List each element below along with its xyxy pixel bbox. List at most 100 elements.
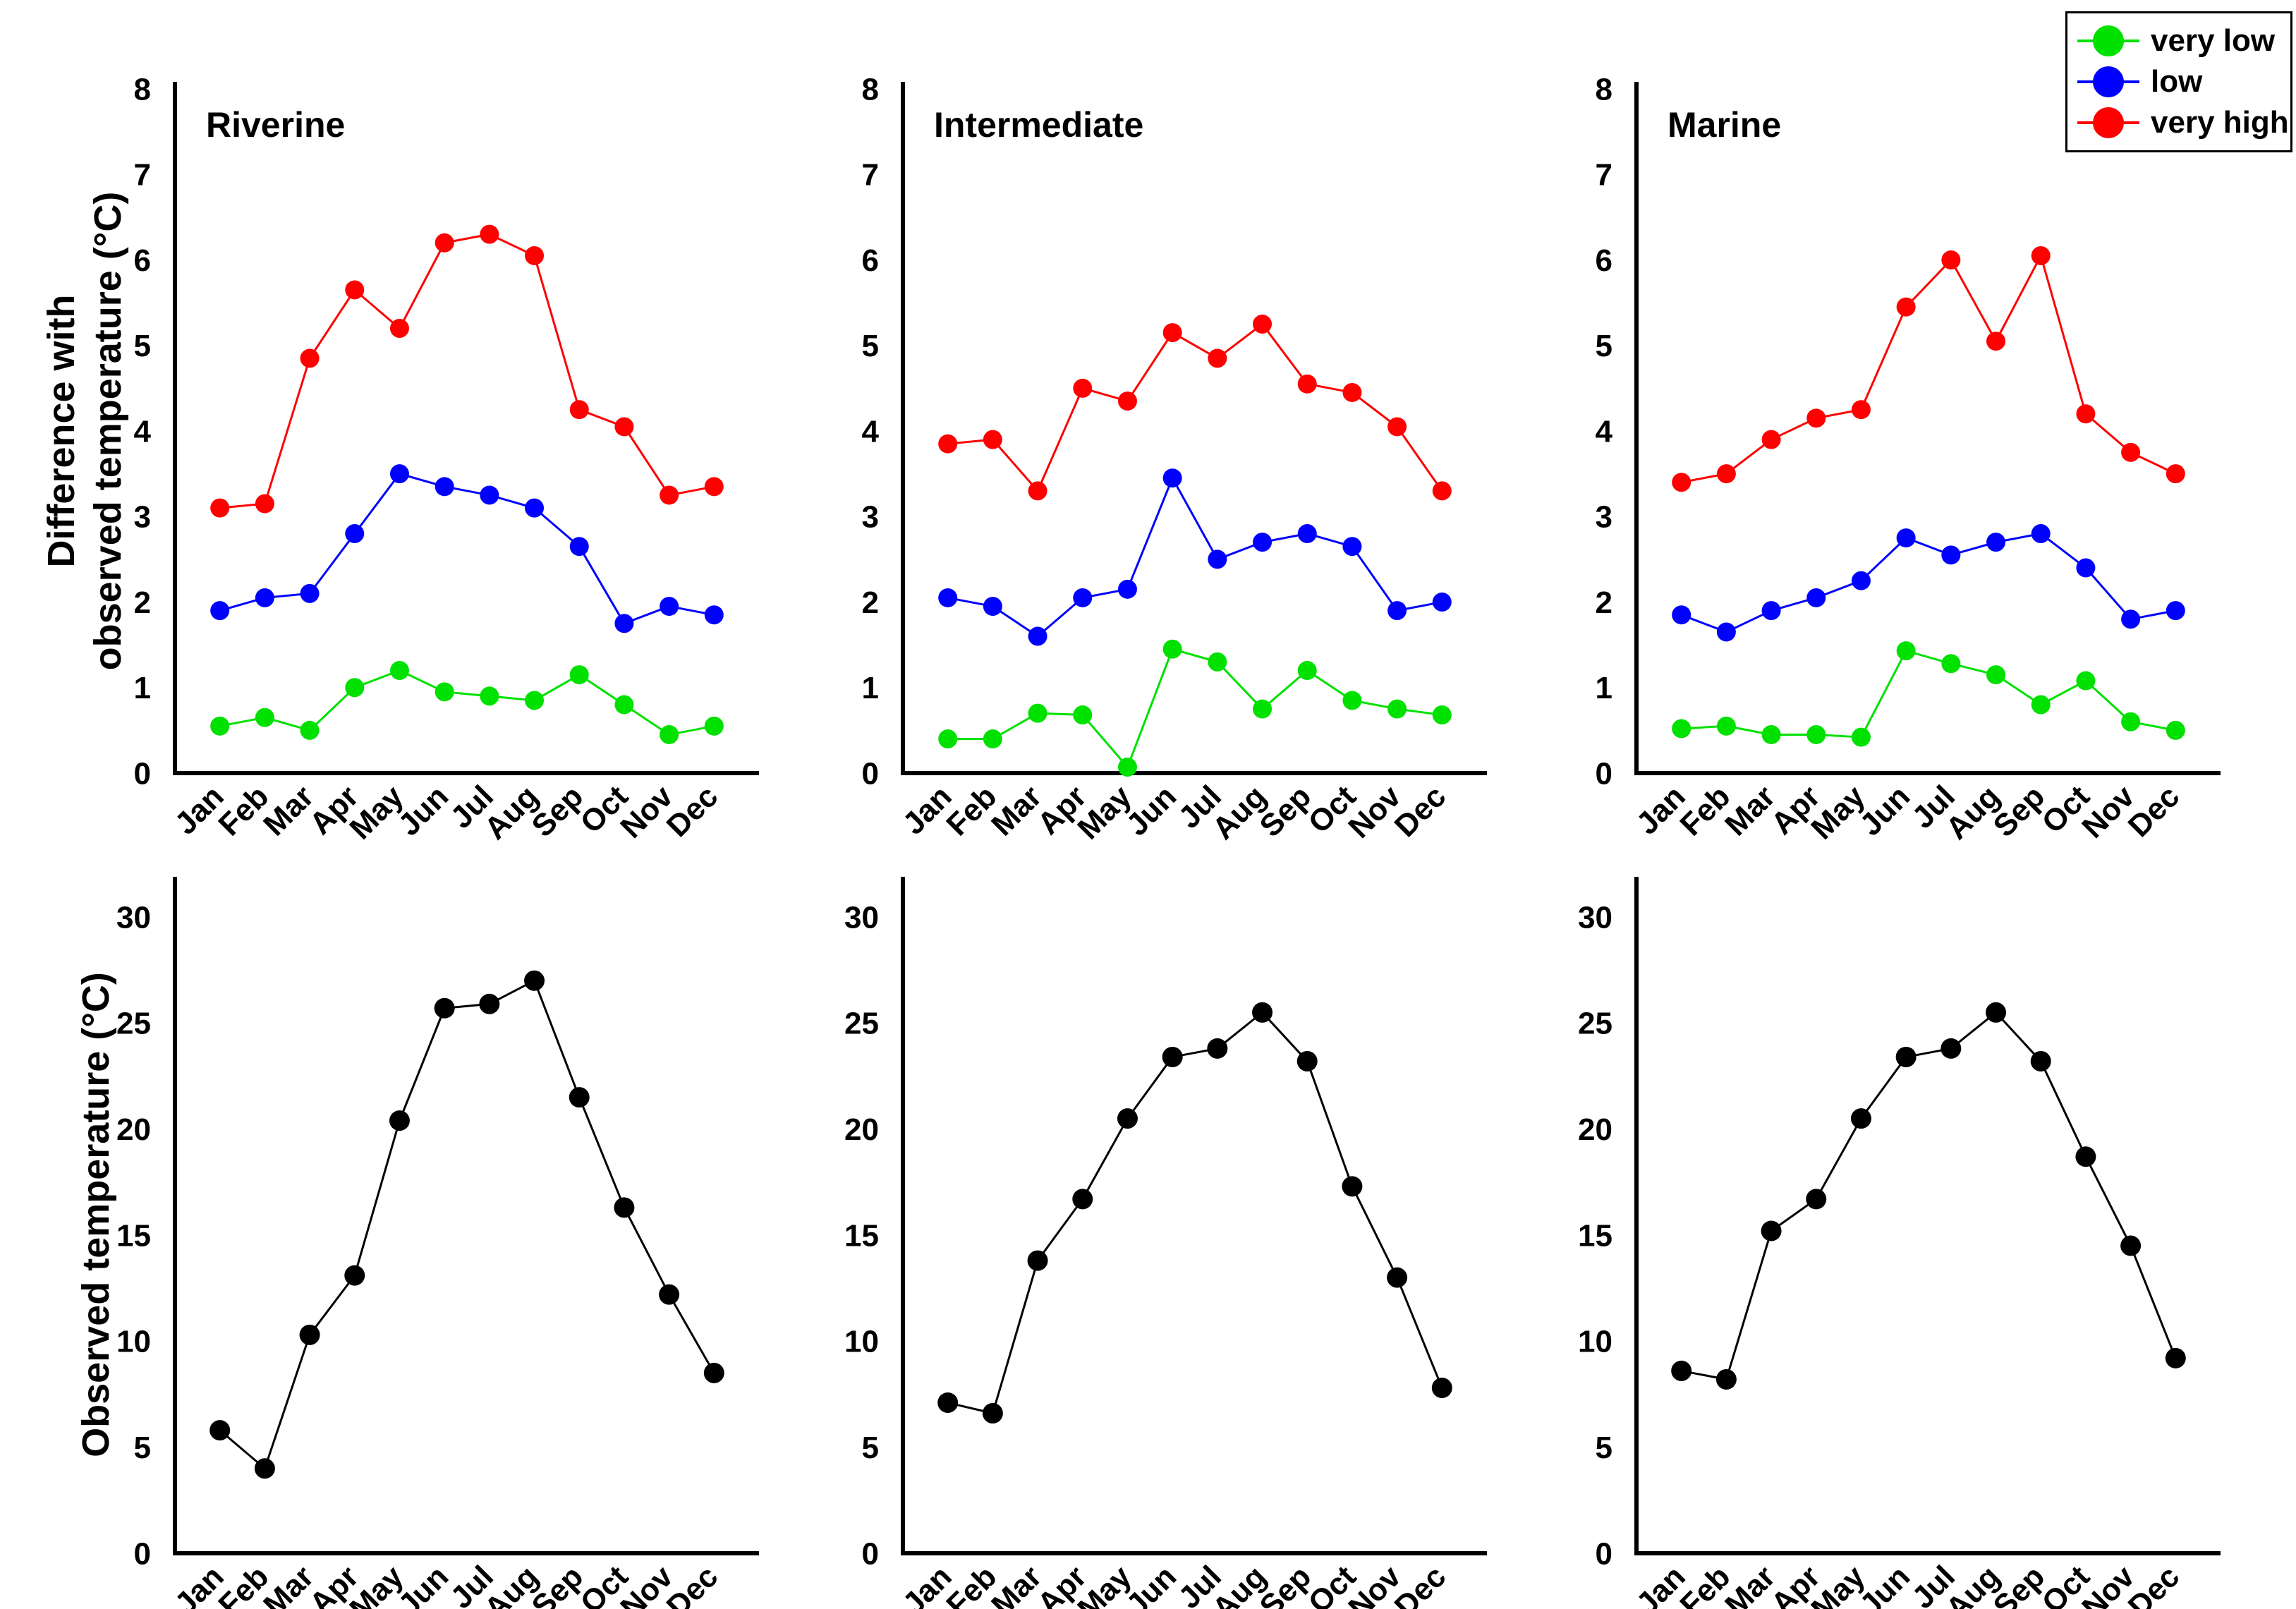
- data-point-low-mar: [1028, 626, 1047, 646]
- data-point-low-sep: [2031, 524, 2051, 543]
- data-point-very-low-jan: [210, 716, 230, 736]
- data-point-observed-mar: [1027, 1250, 1048, 1271]
- data-point-very-low-mar: [1028, 703, 1047, 723]
- y-tick-label: 5: [862, 329, 879, 363]
- series-line-very-high: [947, 322, 1443, 493]
- data-point-observed-may: [389, 1110, 410, 1131]
- top-row-y-axis-label: Difference with observed temperature (°C…: [38, 192, 131, 671]
- y-tick-label: 5: [134, 1431, 151, 1465]
- y-tick-label: 2: [134, 585, 151, 620]
- y-tick-label: 30: [844, 900, 879, 935]
- series-points-observed: [1671, 1002, 2186, 1390]
- data-point-observed-jun: [1895, 1046, 1917, 1067]
- series-line-observed: [947, 1011, 1443, 1415]
- data-point-very-high-dec: [704, 477, 724, 497]
- series-line-very-low: [1681, 649, 2176, 739]
- data-point-very-high-jul: [1941, 250, 1961, 269]
- data-point-observed-aug: [524, 970, 545, 991]
- y-tick-label: 30: [1578, 900, 1612, 935]
- y-axis-label-line2: observed temperature (°C): [87, 191, 129, 671]
- top-panel-intermediate: 0 1 2 3 4 5 6 7 8 JanFebMarAprMayJunJulAugSepOctN…: [862, 72, 1487, 846]
- data-point-very-low-dec: [704, 716, 724, 736]
- data-point-very-high-apr: [1806, 408, 1826, 428]
- legend-item-very-high: very high: [2077, 102, 2290, 143]
- y-tick-label: 15: [116, 1218, 151, 1253]
- y-tick-labels: 0 5 10 15 20 25 30: [1578, 900, 1612, 1571]
- data-point-very-low-oct: [2076, 671, 2096, 691]
- x-tick-label-dec: Dec: [2122, 779, 2187, 844]
- series-points-very-high: [210, 224, 724, 518]
- data-point-very-high-feb: [983, 430, 1002, 449]
- data-point-very-low-nov: [1387, 699, 1407, 719]
- y-tick-label: 3: [1596, 500, 1612, 535]
- data-point-very-low-oct: [1342, 691, 1362, 710]
- data-point-very-low-jan: [1672, 719, 1691, 739]
- data-point-observed-nov: [659, 1284, 680, 1305]
- top-panel-riverine: 0 1 2 3 4 5 6 7 8 JanFebMarAprMayJunJulAugSepOctN…: [134, 72, 759, 846]
- data-point-low-nov: [660, 597, 679, 617]
- data-point-low-jan: [938, 588, 958, 607]
- data-point-very-low-jul: [1941, 654, 1961, 674]
- data-point-observed-nov: [2120, 1235, 2142, 1256]
- data-point-observed-apr: [344, 1265, 365, 1286]
- y-tick-label: 25: [116, 1007, 151, 1041]
- data-point-low-nov: [1387, 601, 1407, 621]
- data-point-very-low-aug: [525, 691, 545, 710]
- data-point-low-dec: [704, 605, 724, 625]
- legend-item-very-low: very low: [2077, 20, 2290, 61]
- data-point-very-low-may: [1851, 727, 1871, 747]
- data-point-very-high-sep: [569, 400, 589, 420]
- y-tick-label: 25: [844, 1007, 879, 1041]
- data-point-observed-feb: [1715, 1368, 1737, 1390]
- y-tick-label: 15: [844, 1218, 879, 1253]
- data-point-very-high-may: [1851, 400, 1871, 420]
- very-low-marker-icon: [2077, 25, 2139, 56]
- y-tick-label: 15: [1578, 1218, 1612, 1253]
- series-line-low: [219, 472, 715, 625]
- y-tick-label: 10: [116, 1325, 151, 1359]
- y-tick-labels: 0 1 2 3 4 5 6 7 8: [1596, 72, 1613, 791]
- top-panel-marine: 0 1 2 3 4 5 6 7 8 JanFebMarAprMayJunJulAugSepOctN…: [1596, 72, 2221, 846]
- data-point-low-jul: [480, 485, 499, 505]
- data-point-very-high-mar: [1028, 481, 1047, 501]
- series-points-observed: [209, 970, 724, 1479]
- data-point-low-oct: [2076, 558, 2096, 578]
- series-line-very-high: [219, 233, 715, 509]
- data-point-very-high-jul: [1208, 348, 1227, 368]
- data-point-very-high-dec: [2166, 464, 2185, 484]
- data-point-very-high-aug: [525, 245, 545, 265]
- data-point-low-apr: [1073, 588, 1093, 607]
- y-tick-label: 8: [862, 72, 879, 107]
- y-tick-label: 20: [116, 1112, 151, 1147]
- series-line-very-high: [1681, 253, 2176, 484]
- y-axis-label-line1: Difference with: [40, 294, 83, 568]
- data-point-observed-mar: [299, 1324, 320, 1345]
- y-tick-label: 7: [134, 158, 151, 193]
- y-tick-labels: 0 5 10 15 20 25 30: [844, 900, 879, 1571]
- data-point-low-mar: [300, 583, 320, 603]
- legend-dot: [2093, 66, 2124, 97]
- legend-label: very low: [2151, 23, 2276, 58]
- legend: very low low very high: [2065, 11, 2292, 152]
- data-point-observed-jun: [1162, 1046, 1183, 1067]
- y-tick-label: 4: [134, 414, 152, 449]
- series-points-very-high: [938, 314, 1452, 501]
- y-tick-label: 6: [1596, 243, 1612, 278]
- data-point-very-high-jul: [480, 224, 499, 244]
- data-point-observed-may: [1850, 1108, 1871, 1129]
- data-point-very-high-apr: [345, 280, 365, 300]
- y-tick-label: 2: [1596, 585, 1612, 620]
- legend-dot: [2093, 107, 2124, 138]
- data-point-very-high-oct: [2076, 404, 2096, 424]
- data-point-very-high-feb: [255, 494, 274, 514]
- data-point-low-oct: [614, 614, 634, 633]
- y-tick-label: 8: [134, 72, 151, 107]
- data-point-very-low-mar: [300, 720, 320, 740]
- data-point-observed-dec: [703, 1362, 724, 1383]
- data-point-low-jun: [1162, 468, 1182, 488]
- data-point-observed-jan: [1671, 1360, 1692, 1381]
- data-point-low-jun: [435, 477, 454, 497]
- data-point-observed-aug: [1986, 1002, 2007, 1023]
